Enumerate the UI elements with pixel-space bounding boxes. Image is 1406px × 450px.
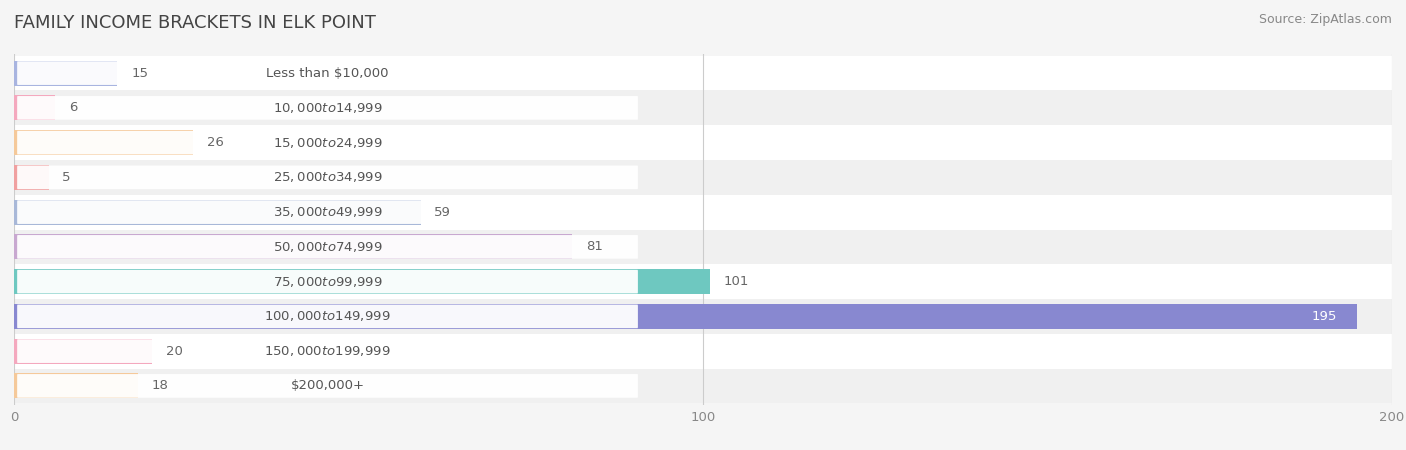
Text: FAMILY INCOME BRACKETS IN ELK POINT: FAMILY INCOME BRACKETS IN ELK POINT: [14, 14, 375, 32]
Text: 26: 26: [207, 136, 224, 149]
Bar: [14, 130, 193, 155]
FancyBboxPatch shape: [17, 339, 638, 363]
Text: $10,000 to $14,999: $10,000 to $14,999: [273, 101, 382, 115]
Text: 5: 5: [62, 171, 70, 184]
Text: 101: 101: [724, 275, 749, 288]
Bar: [14, 299, 1392, 334]
Text: 6: 6: [69, 101, 77, 114]
Text: 81: 81: [586, 240, 603, 253]
Bar: [14, 95, 55, 121]
FancyBboxPatch shape: [17, 61, 638, 85]
Bar: [14, 304, 1358, 329]
Text: 59: 59: [434, 206, 451, 219]
Bar: [14, 90, 1392, 125]
FancyBboxPatch shape: [17, 235, 638, 259]
Bar: [14, 61, 118, 86]
FancyBboxPatch shape: [17, 131, 638, 154]
FancyBboxPatch shape: [17, 270, 638, 293]
Bar: [14, 160, 1392, 195]
Text: $100,000 to $149,999: $100,000 to $149,999: [264, 310, 391, 324]
Text: $200,000+: $200,000+: [291, 379, 364, 392]
Bar: [14, 369, 1392, 403]
Text: 20: 20: [166, 345, 183, 358]
FancyBboxPatch shape: [17, 166, 638, 189]
Text: $150,000 to $199,999: $150,000 to $199,999: [264, 344, 391, 358]
Bar: [14, 264, 1392, 299]
Bar: [14, 269, 710, 294]
Bar: [14, 56, 1392, 90]
Text: $50,000 to $74,999: $50,000 to $74,999: [273, 240, 382, 254]
Text: $75,000 to $99,999: $75,000 to $99,999: [273, 274, 382, 288]
Bar: [14, 234, 572, 259]
FancyBboxPatch shape: [17, 96, 638, 120]
Bar: [14, 195, 1392, 230]
Text: $25,000 to $34,999: $25,000 to $34,999: [273, 171, 382, 184]
Text: 195: 195: [1312, 310, 1337, 323]
Bar: [14, 125, 1392, 160]
FancyBboxPatch shape: [17, 305, 638, 328]
Bar: [14, 334, 1392, 369]
Bar: [14, 338, 152, 364]
Text: Source: ZipAtlas.com: Source: ZipAtlas.com: [1258, 14, 1392, 27]
FancyBboxPatch shape: [17, 374, 638, 398]
Text: $35,000 to $49,999: $35,000 to $49,999: [273, 205, 382, 219]
Text: 15: 15: [131, 67, 148, 80]
Text: 18: 18: [152, 379, 169, 392]
Text: $15,000 to $24,999: $15,000 to $24,999: [273, 135, 382, 149]
Bar: [14, 200, 420, 225]
Text: Less than $10,000: Less than $10,000: [266, 67, 389, 80]
Bar: [14, 165, 48, 190]
Bar: [14, 374, 138, 398]
Bar: [14, 230, 1392, 264]
FancyBboxPatch shape: [17, 200, 638, 224]
